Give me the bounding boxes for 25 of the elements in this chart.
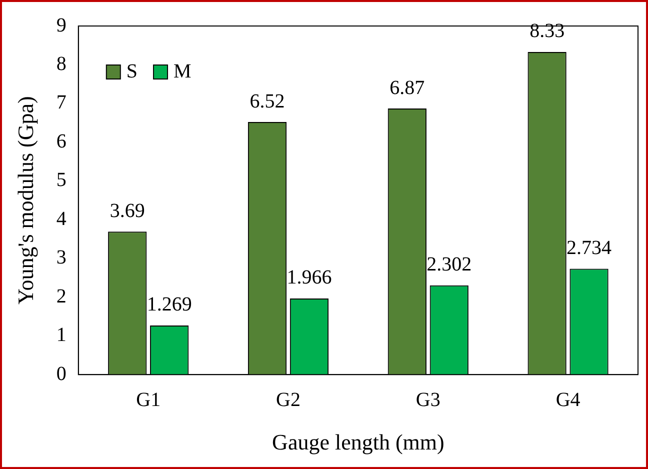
y-tick-label: 5	[56, 169, 66, 192]
data-label: 1.269	[146, 294, 192, 316]
y-tick-label: 2	[56, 285, 66, 308]
data-label: 1.966	[286, 266, 332, 289]
x-axis-title: Gauge length (mm)	[272, 430, 444, 455]
data-label: 2.734	[566, 236, 612, 259]
legend-label: M	[174, 60, 192, 82]
y-tick-label: 4	[56, 208, 66, 230]
y-axis-title: Young's modulus (Gpa)	[12, 96, 38, 304]
data-label: 6.52	[250, 90, 285, 112]
y-tick-label: 7	[56, 92, 66, 114]
y-tick-label: 8	[56, 52, 66, 75]
y-tick-label: 6	[56, 130, 66, 152]
legend-label: S	[126, 60, 138, 82]
data-label: 6.87	[390, 76, 425, 99]
x-tick-label: G2	[276, 388, 300, 411]
x-tick-label: G3	[416, 388, 440, 411]
x-tick-label: G1	[136, 388, 161, 411]
data-label: 2.302	[426, 254, 472, 276]
x-tick-label: G4	[556, 388, 580, 411]
y-tick-label: 0	[56, 362, 66, 385]
data-label: 3.69	[110, 200, 145, 222]
y-tick-label: 9	[56, 14, 66, 36]
y-tick-label: 1	[56, 324, 66, 346]
y-tick-label: 3	[56, 246, 66, 269]
